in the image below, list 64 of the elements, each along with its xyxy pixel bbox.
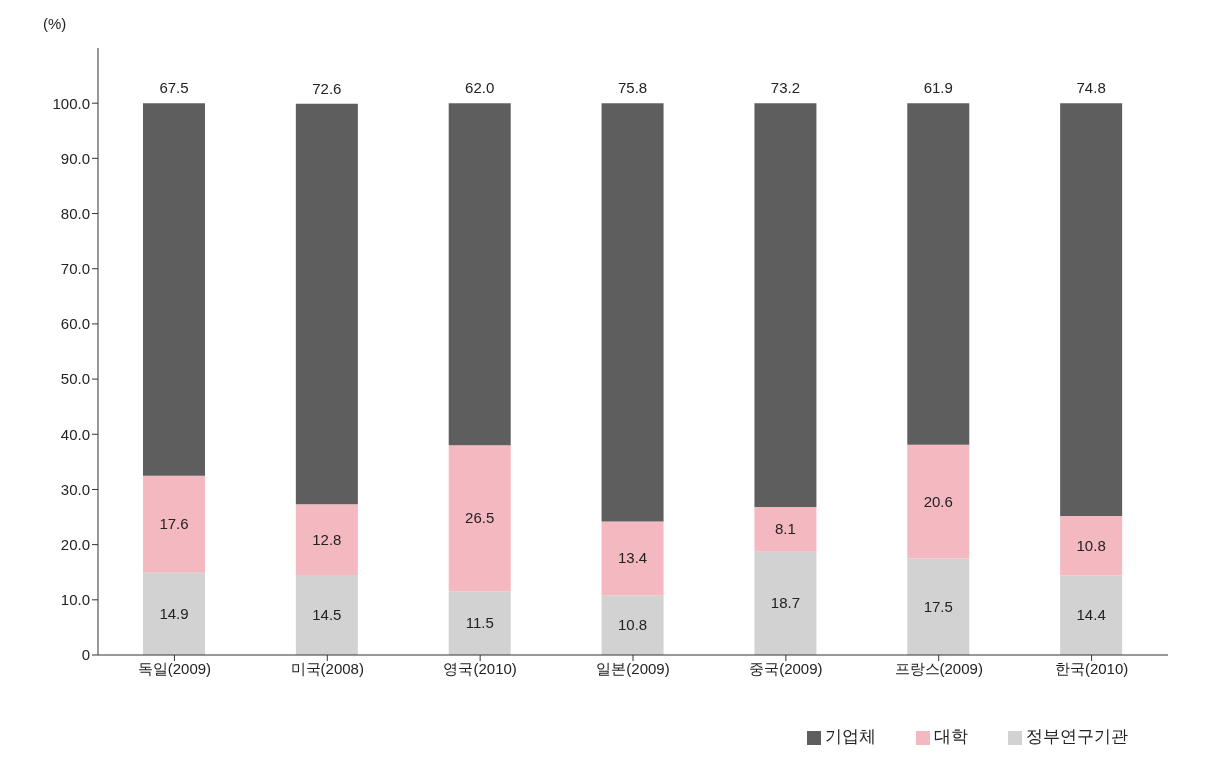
- y-tick-label: 30.0: [60, 480, 90, 498]
- data-label: 62.0: [465, 79, 495, 97]
- x-tick-label: 일본(2009): [596, 659, 670, 677]
- y-tick-label: 20.0: [60, 535, 90, 553]
- y-tick-label: 10.0: [60, 591, 90, 609]
- data-label: 17.5: [923, 597, 953, 615]
- bar: [754, 551, 817, 655]
- y-tick-label: 0: [81, 646, 90, 664]
- x-tick-label: 독일(2009): [137, 659, 212, 677]
- data-label: 11.5: [465, 614, 494, 632]
- y-tick-label: 90.0: [60, 149, 90, 167]
- bar: [754, 103, 817, 508]
- data-label: 8.1: [775, 520, 796, 538]
- y-tick-label: 50.0: [60, 370, 90, 388]
- y-tick-label: 100.0: [52, 94, 90, 112]
- bar: [754, 507, 817, 552]
- y-tick-label: 60.0: [60, 315, 90, 333]
- data-label: 75.8: [617, 79, 648, 97]
- data-label: 14.5: [312, 605, 342, 623]
- legend-label: 정부연구기관: [1026, 727, 1128, 746]
- y-tick-label: 80.0: [60, 204, 90, 222]
- data-label: 12.8: [312, 530, 342, 548]
- x-tick-label: 미국(2008): [290, 659, 364, 677]
- bar: [907, 444, 970, 559]
- x-tick-label: 한국(2010): [1054, 659, 1129, 677]
- bar: [601, 595, 664, 655]
- bar: [907, 103, 970, 445]
- legend-label: 대학: [934, 727, 968, 746]
- data-label: 10.8: [617, 616, 648, 634]
- bar: [907, 558, 970, 655]
- x-tick-label: 영국(2010): [443, 659, 517, 677]
- y-tick-label: 40.0: [60, 425, 90, 443]
- bar: [295, 103, 358, 505]
- bar: [143, 103, 205, 476]
- data-label: 72.6: [312, 79, 342, 97]
- data-label: 10.8: [1076, 536, 1106, 554]
- data-label: 73.2: [770, 79, 801, 97]
- x-tick-label: 중국(2009): [749, 659, 823, 677]
- data-label: 17.6: [159, 515, 189, 533]
- data-label: 61.9: [923, 79, 953, 97]
- data-label: 14.9: [159, 604, 189, 622]
- bar: [295, 504, 358, 575]
- legend-label: 기업체: [825, 727, 876, 746]
- bar: [143, 572, 205, 655]
- data-label: 26.5: [465, 509, 495, 527]
- x-tick-label: 프랑스(2009): [894, 659, 983, 677]
- bar: [1060, 103, 1123, 516]
- bar: [601, 521, 664, 596]
- bar: [448, 445, 511, 592]
- y-axis-title: (%): [43, 14, 67, 32]
- bar: [1060, 575, 1123, 655]
- data-label: 14.4: [1076, 606, 1106, 624]
- y-tick-label: 70.0: [60, 260, 90, 278]
- data-label: 74.8: [1076, 79, 1106, 97]
- data-label: 20.6: [923, 492, 953, 510]
- data-label: 13.4: [617, 549, 648, 567]
- bar: [448, 591, 511, 655]
- bar: [601, 103, 664, 522]
- data-label: 67.5: [159, 79, 189, 97]
- data-label: 18.7: [770, 594, 801, 612]
- bar: [1060, 515, 1123, 576]
- bar: [448, 103, 511, 446]
- bar: [143, 475, 205, 573]
- bar: [295, 574, 358, 655]
